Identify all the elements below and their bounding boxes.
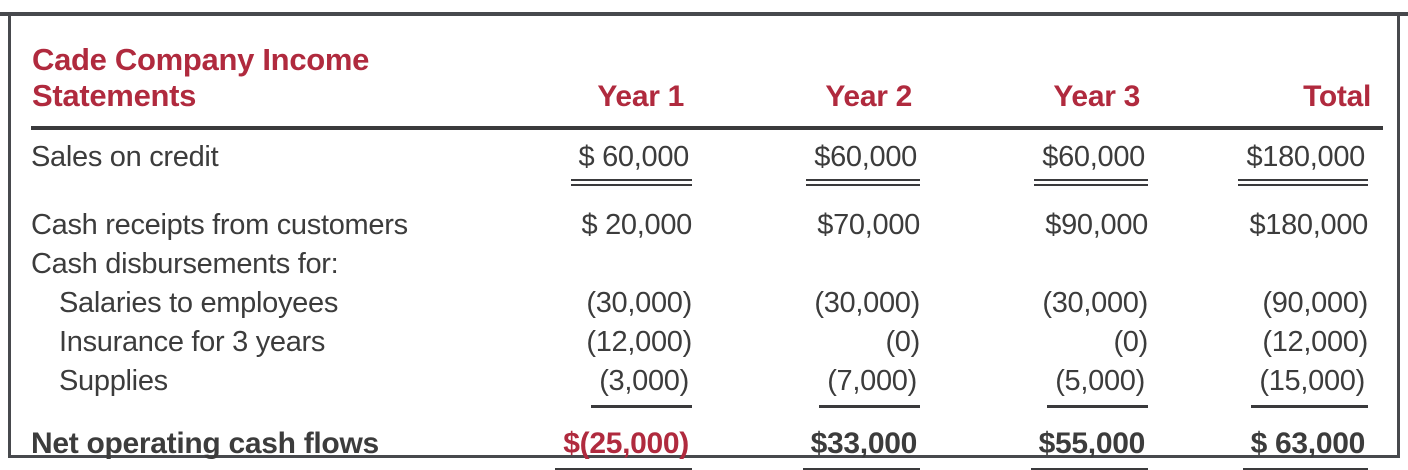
cell-value: $ 60,000	[570, 140, 692, 186]
cell-value: $180,000	[1238, 140, 1368, 186]
table-row-net-operating-cash-flows: Net operating cash flows $(25,000) $33,0…	[31, 414, 1383, 470]
cell-year2: (0)	[696, 323, 924, 362]
cell-value: $70,000	[817, 209, 920, 241]
column-header-year3: Year 3	[924, 16, 1152, 130]
table-row-sales-on-credit: Sales on credit $ 60,000 $60,000 $60,000…	[31, 128, 1383, 206]
cell-total: (15,000)	[1152, 362, 1383, 414]
cell-total: (90,000)	[1152, 284, 1383, 323]
cell-value: $180,000	[1249, 209, 1368, 241]
cell-value: $ 63,000	[1242, 424, 1368, 470]
cell-value: (12,000)	[1262, 326, 1368, 358]
cell-year2: $70,000	[696, 206, 924, 245]
row-label: Salaries to employees	[59, 287, 339, 319]
cell-year3: (5,000)	[924, 362, 1152, 414]
cell-value: (30,000)	[586, 287, 692, 319]
row-label: Net operating cash flows	[31, 427, 379, 460]
table-row-insurance: Insurance for 3 years (12,000) (0) (0) (…	[31, 323, 1383, 362]
cell-value: (0)	[885, 326, 920, 358]
row-label: Cash receipts from customers	[31, 209, 408, 241]
cell-year2: $60,000	[696, 128, 924, 206]
cell-value: $ 20,000	[581, 209, 693, 241]
cell-year1: $(25,000)	[531, 414, 696, 470]
cell-value: (3,000)	[591, 362, 692, 408]
cell-year3: $90,000	[924, 206, 1152, 245]
cell-empty	[531, 245, 696, 284]
table-row-cash-disbursements-header: Cash disbursements for:	[31, 245, 1383, 284]
row-label: Insurance for 3 years	[59, 326, 326, 358]
cell-value: $60,000	[1034, 140, 1148, 186]
cell-value: $90,000	[1045, 209, 1148, 241]
cell-value: (30,000)	[814, 287, 920, 319]
cell-value: $60,000	[806, 140, 920, 186]
table-row-salaries: Salaries to employees (30,000) (30,000) …	[31, 284, 1383, 323]
row-label: Supplies	[59, 365, 168, 397]
cell-year3: $60,000	[924, 128, 1152, 206]
cell-empty	[1152, 245, 1383, 284]
cell-total: $180,000	[1152, 206, 1383, 245]
cell-empty	[924, 245, 1152, 284]
cell-year1: $ 20,000	[531, 206, 696, 245]
column-header-year1: Year 1	[531, 16, 696, 130]
cell-value: (7,000)	[819, 362, 920, 408]
cell-value: $55,000	[1030, 424, 1148, 470]
cell-value: $33,000	[802, 424, 920, 470]
cell-year3: $55,000	[924, 414, 1152, 470]
row-label: Cash disbursements for:	[31, 248, 339, 280]
cell-empty	[696, 245, 924, 284]
cell-value: (90,000)	[1262, 287, 1368, 319]
cell-total: (12,000)	[1152, 323, 1383, 362]
cell-value: (30,000)	[1042, 287, 1148, 319]
income-statement-panel: Cade Company Income Statements Year 1 Ye…	[8, 16, 1400, 470]
cell-total: $180,000	[1152, 128, 1383, 206]
cell-year2: (30,000)	[696, 284, 924, 323]
cell-value: (15,000)	[1251, 362, 1368, 408]
cell-year1: (12,000)	[531, 323, 696, 362]
cell-year2: $33,000	[696, 414, 924, 470]
table-row-cash-receipts: Cash receipts from customers $ 20,000 $7…	[31, 206, 1383, 245]
cell-year3: (30,000)	[924, 284, 1152, 323]
statement-title: Cade Company Income Statements	[31, 16, 531, 130]
cell-value: (0)	[1113, 326, 1148, 358]
cell-value-negative: $(25,000)	[555, 424, 692, 470]
cell-year2: (7,000)	[696, 362, 924, 414]
column-header-total: Total	[1152, 16, 1383, 130]
column-header-year2: Year 2	[696, 16, 924, 130]
cell-year1: (3,000)	[531, 362, 696, 414]
cell-year3: (0)	[924, 323, 1152, 362]
header-row: Cade Company Income Statements Year 1 Ye…	[31, 16, 1383, 130]
top-rule	[0, 12, 1408, 16]
row-label: Sales on credit	[31, 141, 219, 173]
cell-value: (5,000)	[1047, 362, 1148, 408]
table-row-supplies: Supplies (3,000) (7,000) (5,000) (15,000…	[31, 362, 1383, 414]
cell-year1: $ 60,000	[531, 128, 696, 206]
cell-year1: (30,000)	[531, 284, 696, 323]
cell-value: (12,000)	[586, 326, 692, 358]
cell-total: $ 63,000	[1152, 414, 1383, 470]
income-statement-table: Cade Company Income Statements Year 1 Ye…	[31, 16, 1383, 470]
